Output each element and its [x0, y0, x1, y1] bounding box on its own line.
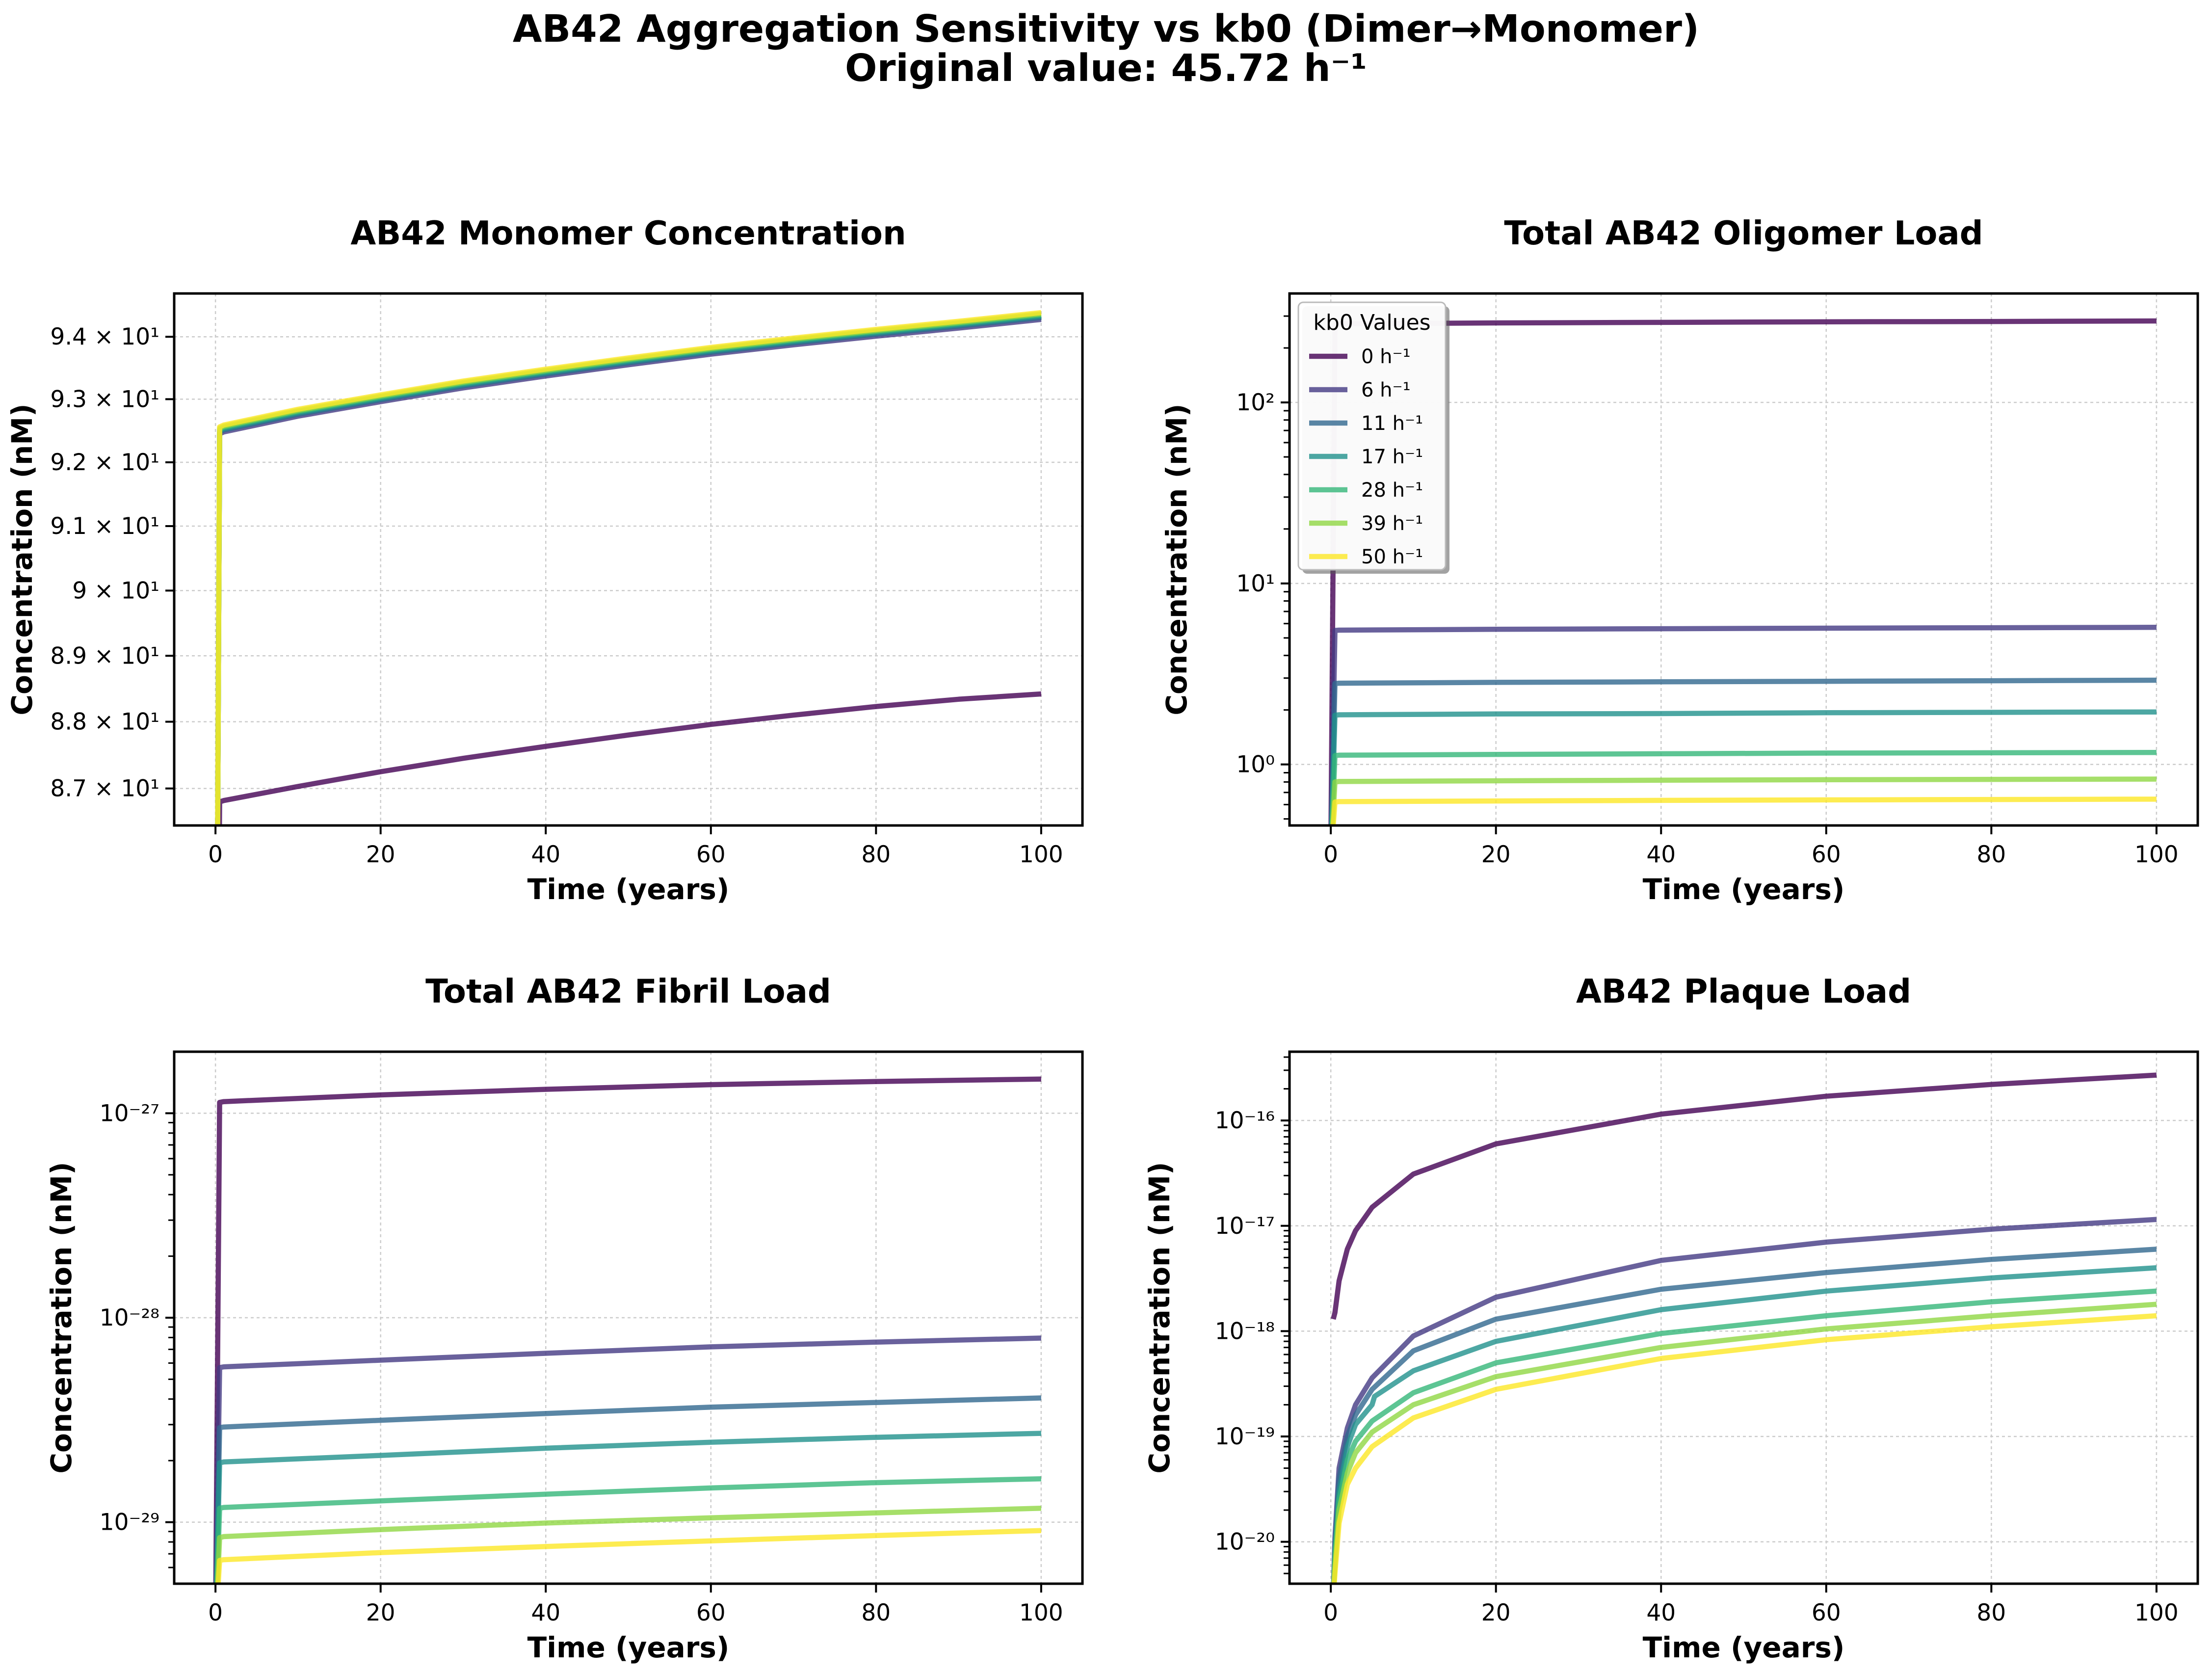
series-line-4	[214, 1476, 1042, 1584]
series-line-0	[216, 691, 1042, 825]
x-tick-label: 0	[208, 841, 223, 868]
series-line-4	[1329, 749, 2157, 825]
series-lines	[215, 310, 1042, 825]
legend-title: kb0 Values	[1313, 310, 1430, 335]
series-line-3	[1329, 709, 2157, 825]
panel-title: Total AB42 Fibril Load	[425, 972, 831, 1010]
series-line-5	[1330, 776, 2157, 825]
legend-entry: 28 h⁻¹	[1361, 479, 1423, 502]
y-tick-label: 10²	[1236, 389, 1275, 416]
y-tick-label: 9.2 × 10¹	[50, 449, 159, 476]
chart-oligomer: Total AB42 Oligomer Load 0 20 40 60 80 100 10⁰ 1…	[1160, 214, 2199, 906]
legend-entry: 50 h⁻¹	[1361, 546, 1423, 568]
plot-frame	[1288, 1050, 2199, 1585]
series-line-1	[213, 1335, 1042, 1584]
y-tick-label: 10⁻²⁹	[100, 1509, 159, 1536]
y-tick-label: 10⁻²⁰	[1215, 1529, 1275, 1556]
x-tick-label: 80	[1976, 841, 2006, 868]
y-tick-label: 10¹	[1236, 570, 1275, 597]
x-tick-label: 20	[366, 1599, 395, 1626]
x-tick-label: 60	[1812, 841, 1841, 868]
legend-entry: 17 h⁻¹	[1361, 446, 1423, 468]
y-tick-label: 8.8 × 10¹	[50, 709, 159, 736]
x-tick-label: 80	[861, 841, 891, 868]
y-tick-label: 8.7 × 10¹	[50, 775, 159, 802]
series-line-3	[214, 1431, 1042, 1584]
panel-title: AB42 Plaque Load	[1576, 972, 1911, 1010]
x-tick-label: 20	[366, 841, 395, 868]
series-line-5	[215, 1505, 1042, 1584]
y-tick-label: 10⁻²⁸	[100, 1304, 159, 1331]
series-line-6	[215, 310, 1042, 825]
y-tick-label: 9 × 10¹	[72, 577, 159, 604]
x-axis-label: Time (years)	[527, 873, 730, 906]
y-tick-label: 9.3 × 10¹	[50, 386, 159, 413]
y-tick-label: 10⁻¹⁸	[1215, 1318, 1275, 1345]
y-tick-label: 10⁻¹⁹	[1215, 1423, 1275, 1450]
series-line-0	[213, 1076, 1041, 1584]
y-axis-label: Concentration (nM)	[5, 403, 39, 715]
x-tick-label: 40	[531, 841, 560, 868]
x-tick-label: 80	[1976, 1599, 2006, 1626]
x-axis-label: Time (years)	[1643, 1631, 1845, 1664]
x-tick-label: 0	[1323, 1599, 1338, 1626]
x-tick-label: 40	[531, 1599, 560, 1626]
series-line-2	[213, 1395, 1042, 1584]
series-line-6	[1330, 797, 2157, 825]
legend-entry: 6 h⁻¹	[1361, 379, 1411, 401]
series-lines	[1331, 1072, 2157, 1584]
plot-frame	[173, 292, 1084, 827]
chart-plaque: AB42 Plaque Load 0 20 40 60 80 100 10⁻²⁰ 10⁻¹⁹ 10…	[1143, 972, 2199, 1664]
legend-entry: 39 h⁻¹	[1361, 512, 1423, 535]
x-tick-label: 60	[696, 1599, 726, 1626]
y-tick-label: 10⁻²⁷	[100, 1100, 159, 1127]
x-tick-label: 40	[1646, 1599, 1676, 1626]
y-axis-label: Concentration (nM)	[45, 1162, 78, 1473]
chart-fibril: Total AB42 Fibril Load 0 20 40 60 80 100 10⁻²⁹ 1…	[45, 972, 1084, 1664]
figure-title: AB42 Aggregation Sensitivity vs kb0 (Dim…	[513, 7, 1699, 51]
x-axis-label: Time (years)	[1643, 873, 1845, 906]
series-line-6	[1331, 1313, 2157, 1584]
series-lines	[1328, 318, 2157, 825]
figure-subtitle: Original value: 45.72 h⁻¹	[845, 47, 1367, 90]
y-tick-label: 9.4 × 10¹	[50, 323, 159, 350]
series-line-1	[1329, 625, 2157, 825]
chart-monomer: AB42 Monomer Concentration 0 20 40 60 80 100 8.…	[5, 214, 1084, 906]
series-line-2	[1329, 677, 2157, 825]
series-line-0	[1331, 1072, 2157, 1320]
x-tick-label: 80	[861, 1599, 891, 1626]
y-axis-label: Concentration (nM)	[1143, 1162, 1176, 1473]
x-tick-label: 60	[1812, 1599, 1841, 1626]
legend-box	[1297, 301, 1447, 571]
series-line-6	[215, 1528, 1042, 1584]
x-tick-label: 0	[208, 1599, 223, 1626]
x-tick-label: 60	[696, 841, 726, 868]
x-tick-label: 100	[2134, 841, 2179, 868]
legend-entry: 0 h⁻¹	[1361, 345, 1411, 368]
panel-title: Total AB42 Oligomer Load	[1504, 214, 1983, 252]
x-tick-label: 100	[2134, 1599, 2179, 1626]
x-tick-label: 100	[1019, 1599, 1063, 1626]
y-axis-label: Concentration (nM)	[1160, 403, 1193, 715]
x-tick-label: 20	[1481, 1599, 1511, 1626]
legend: kb0 Values 0 h⁻¹ 6 h⁻¹ 11 h⁻¹ 17 h⁻¹ 28 h⁻¹ 39…	[1297, 301, 1449, 574]
y-tick-label: 9.1 × 10¹	[50, 513, 159, 540]
y-tick-label: 10⁻¹⁶	[1215, 1107, 1275, 1134]
panel-title: AB42 Monomer Concentration	[350, 214, 906, 252]
y-tick-label: 10⁻¹⁷	[1215, 1213, 1275, 1240]
x-tick-label: 40	[1646, 841, 1676, 868]
series-lines	[213, 1076, 1042, 1584]
x-tick-label: 0	[1323, 841, 1338, 868]
y-tick-label: 10⁰	[1236, 751, 1275, 778]
legend-entry: 11 h⁻¹	[1361, 412, 1423, 435]
plot-frame	[1288, 292, 2199, 827]
x-axis-label: Time (years)	[527, 1631, 730, 1664]
x-tick-label: 100	[1019, 841, 1063, 868]
grid	[174, 293, 1082, 825]
chart-panels: AB42 Monomer Concentration 0 20 40 60 80 100 8.…	[5, 214, 2199, 1664]
y-tick-label: 8.9 × 10¹	[50, 642, 159, 669]
x-tick-label: 20	[1481, 841, 1511, 868]
